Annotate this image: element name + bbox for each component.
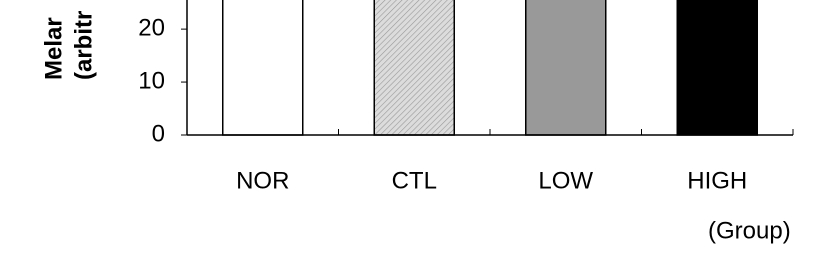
y-axis-label: (arbitr [70,11,97,80]
bar [222,0,304,136]
y-tick-label: 0 [152,120,165,147]
bar [676,0,758,136]
x-tick-label: NOR [236,167,289,194]
x-tick-label: LOW [538,167,593,194]
y-tick-label: 20 [138,14,165,41]
x-axis-label: (Group) [708,217,791,244]
y-axis-label: Melar [40,17,67,80]
bar [373,0,455,136]
x-tick-label: HIGH [687,167,747,194]
bar [525,0,607,136]
x-tick-label: CTL [392,167,437,194]
y-tick-label: 10 [138,67,165,94]
